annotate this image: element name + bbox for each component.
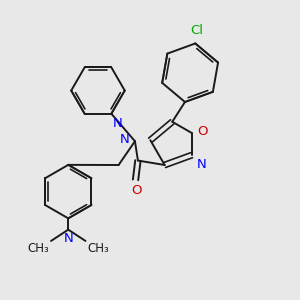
Text: N: N: [120, 133, 130, 146]
Text: CH₃: CH₃: [28, 242, 50, 255]
Text: N: N: [113, 117, 123, 130]
Text: O: O: [197, 125, 207, 138]
Text: O: O: [131, 184, 141, 197]
Text: Cl: Cl: [190, 24, 203, 37]
Text: N: N: [196, 158, 206, 171]
Text: N: N: [64, 232, 74, 245]
Text: CH₃: CH₃: [87, 242, 109, 255]
